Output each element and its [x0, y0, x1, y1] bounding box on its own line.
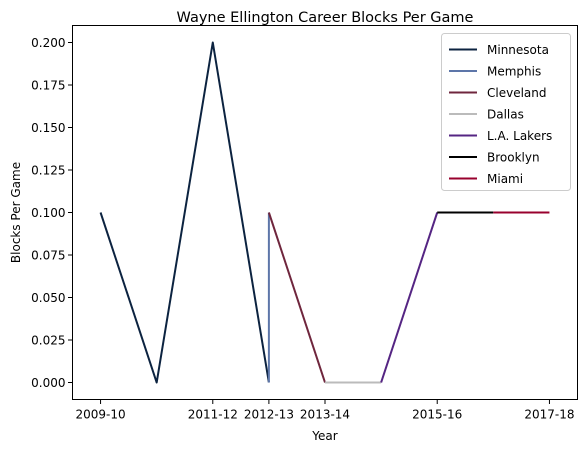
y-tick-label: 0.075	[31, 248, 65, 262]
legend: Minnesota Memphis Cleveland Dallas L.A. Lake…	[441, 33, 571, 191]
x-tick-label: 2015-16	[412, 408, 462, 422]
y-tick-label: 0.050	[31, 291, 65, 305]
y-tick-label: 0.200	[31, 36, 65, 50]
x-tick-label: 2009-10	[75, 408, 125, 422]
y-tick-label: 0.000	[31, 376, 65, 390]
y-tick-label: 0.025	[31, 333, 65, 347]
series-line-cleveland	[267, 212, 326, 383]
legend-label-miami: Miami	[487, 172, 523, 186]
legend-label-cleveland: Cleveland	[487, 86, 547, 100]
series-lines	[99, 41, 550, 384]
legend-label-l-a-lakers: L.A. Lakers	[487, 129, 552, 143]
y-axis-label: Blocks Per Game	[9, 162, 23, 263]
x-tick-label: 2012-13	[244, 408, 294, 422]
legend-label-memphis: Memphis	[487, 64, 541, 78]
x-axis-label: Year	[311, 429, 337, 443]
y-tick-label: 0.125	[31, 163, 65, 177]
legend-label-dallas: Dallas	[487, 107, 524, 121]
chart-title: Wayne Ellington Career Blocks Per Game	[177, 10, 474, 26]
legend-label-brooklyn: Brooklyn	[487, 150, 540, 164]
x-tick-label: 2011-12	[188, 408, 238, 422]
series-line-minnesota	[99, 41, 270, 384]
y-tick-label: 0.100	[31, 206, 65, 220]
x-tick-label: 2017-18	[524, 408, 574, 422]
y-tick-label: 0.150	[31, 121, 65, 135]
y-axis: 0.000 0.025 0.050 0.075 0.100 0.125 0.150 0.175…	[31, 36, 73, 390]
x-tick-label: 2013-14	[300, 408, 350, 422]
y-tick-label: 0.175	[31, 78, 65, 92]
series-line-l-a-lakers	[380, 212, 439, 383]
legend-label-minnesota: Minnesota	[487, 43, 549, 57]
x-axis: 2009-10 2011-12 2012-13 2013-14 2015-16 2017-…	[75, 399, 575, 422]
legend-box	[441, 33, 571, 191]
